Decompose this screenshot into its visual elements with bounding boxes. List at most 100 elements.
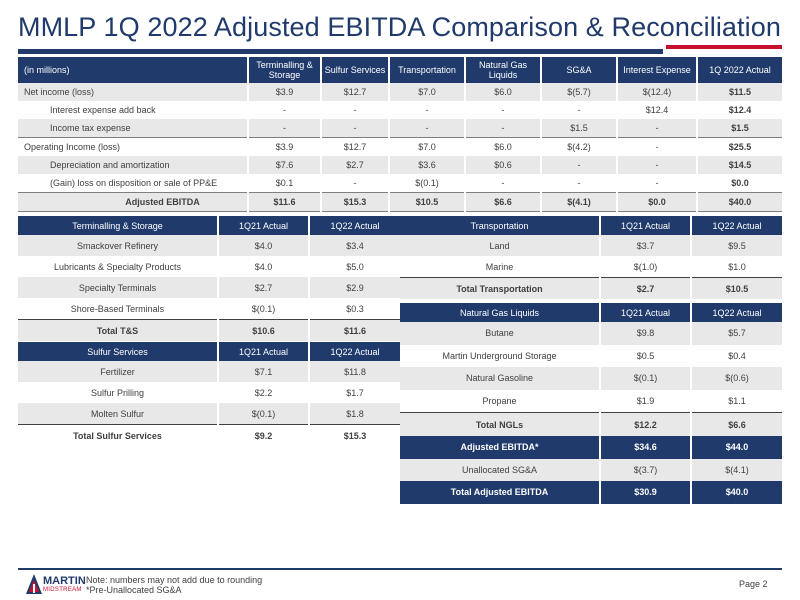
row-label: Total Transportation <box>400 277 601 299</box>
cell: $11.6 <box>248 192 322 212</box>
row-label: Propane <box>400 389 601 413</box>
cell: $12.2 <box>600 412 692 436</box>
header-sga: SG&A <box>541 57 618 83</box>
cell: $5.7 <box>691 322 782 345</box>
cell: $12.7 <box>321 83 390 101</box>
row-label: Adjusted EBITDA* <box>400 435 601 459</box>
row-label: Butane <box>400 322 601 345</box>
cell: $25.5 <box>697 137 782 156</box>
row-label: Specialty Terminals <box>18 277 219 298</box>
cell: $3.6 <box>389 156 466 174</box>
cell: $34.6 <box>600 435 692 459</box>
cell: $(0.1) <box>218 298 310 320</box>
cell: $44.0 <box>691 435 782 459</box>
page-number: Page 2 <box>739 579 768 589</box>
cell: $6.0 <box>465 83 542 101</box>
header-1q21: 1Q21 Actual <box>600 216 692 235</box>
cell: $1.5 <box>697 119 782 138</box>
cell: $(0.6) <box>691 367 782 390</box>
cell: $(5.7) <box>541 83 618 101</box>
cell: $15.3 <box>309 424 400 446</box>
cell: $(1.0) <box>600 256 692 278</box>
total-adjusted-ebitda-row: Total Adjusted EBITDA $30.9 $40.0 <box>400 481 782 504</box>
footnotes: Note: numbers may not add due to roundin… <box>86 575 262 595</box>
cell: $1.7 <box>346 387 364 398</box>
footnote-pre-unallocated: *Pre-Unallocated SG&A <box>86 585 182 595</box>
cell: $0.0 <box>617 192 698 212</box>
cell: - <box>321 101 390 119</box>
table-row: Butane $9.8 $5.7 <box>400 322 782 345</box>
row-label: Net income (loss) <box>18 83 249 101</box>
natural-gas-liquids-table: Natural Gas Liquids 1Q21 Actual 1Q22 Act… <box>400 303 782 504</box>
cell: - <box>617 119 698 138</box>
header-1q22: 1Q22 Actual <box>691 216 782 235</box>
cell: $12.4 <box>728 105 752 115</box>
cell: $0.6 <box>465 156 542 174</box>
row-label: Adjusted EBITDA <box>18 192 249 212</box>
martin-logo-icon <box>26 574 42 594</box>
footer-divider <box>18 568 782 570</box>
cell: - <box>541 156 618 174</box>
cell: $10.6 <box>218 319 310 341</box>
cell: $6.6 <box>465 192 542 212</box>
table-row-total: Total NGLs $12.2 $6.6 <box>400 412 782 436</box>
header-in-millions: (in millions) <box>18 57 249 83</box>
cell: $12.4 <box>617 101 698 119</box>
cell: $7.1 <box>218 361 310 382</box>
cell: $40.0 <box>691 481 782 504</box>
cell: $(0.1) <box>600 367 692 390</box>
cell: $4.0 <box>218 256 310 277</box>
header-segment: Natural Gas Liquids <box>400 303 601 322</box>
transportation-table: Transportation 1Q21 Actual 1Q22 Actual L… <box>400 216 782 299</box>
row-label: Sulfur Prilling <box>18 382 219 403</box>
cell: $(0.1) <box>389 174 466 193</box>
row-label: Land <box>400 235 601 256</box>
cell: - <box>465 119 542 138</box>
cell: $3.4 <box>309 235 400 256</box>
title-underline-red <box>666 45 782 49</box>
table-row-total: Adjusted EBITDA $11.6 $15.3 $10.5 $6.6 $… <box>18 192 782 212</box>
cell: $2.2 <box>218 382 310 403</box>
row-label: Smackover Refinery <box>18 235 219 256</box>
cell: $7.6 <box>248 156 322 174</box>
sulfur-services-table: Sulfur Services 1Q21 Actual 1Q22 Actual … <box>18 342 400 446</box>
adjusted-ebitda-row: Adjusted EBITDA* $34.6 $44.0 <box>400 435 782 459</box>
table-row: Sulfur Prilling $2.2 $1.7 <box>18 382 400 403</box>
table-row: Unallocated SG&A $(3.7) $(4.1) <box>400 458 782 482</box>
cell: $10.5 <box>691 277 782 299</box>
cell: $9.5 <box>691 235 782 256</box>
cell: $0.5 <box>600 344 692 368</box>
logo-subtext: MIDSTREAM <box>43 587 82 593</box>
header-segment: Sulfur Services <box>18 342 219 361</box>
cell: - <box>541 101 618 119</box>
cell: $5.0 <box>346 261 364 272</box>
table-row: Land $3.7 $9.5 <box>400 235 782 256</box>
cell: - <box>617 174 698 193</box>
cell: $(12.4) <box>617 83 698 101</box>
cell: $11.6 <box>309 319 400 341</box>
row-label: Lubricants & Specialty Products <box>18 256 219 277</box>
cell: $4.0 <box>218 235 310 256</box>
table-header-row: Transportation 1Q21 Actual 1Q22 Actual <box>400 216 782 235</box>
header-1q21: 1Q21 Actual <box>218 216 310 235</box>
row-label: Natural Gasoline <box>400 367 601 390</box>
row-label: (Gain) loss on disposition or sale of PP… <box>18 174 249 193</box>
table-row: Shore-Based Terminals $(0.1) $0.3 <box>18 298 400 320</box>
header-terminalling-storage: Terminalling & Storage <box>248 57 322 83</box>
cell: $0.1 <box>248 174 322 193</box>
table-row: Income tax expense - - - - $1.5 - $1.5 <box>18 119 782 138</box>
header-1q22: 1Q22 Actual <box>309 216 400 235</box>
reconciliation-table: (in millions) Terminalling & Storage Sul… <box>18 57 782 212</box>
table-row: Lubricants & Specialty Products $4.0 $5.… <box>18 256 400 277</box>
cell: $10.5 <box>389 192 466 212</box>
table-header-row: Terminalling & Storage 1Q21 Actual 1Q22 … <box>18 216 400 235</box>
row-label: Fertilizer <box>18 361 219 382</box>
header-1q22: 1Q22 Actual <box>309 342 400 361</box>
cell: $9.8 <box>600 322 692 345</box>
cell: $7.0 <box>389 83 466 101</box>
cell: - <box>248 101 322 119</box>
cell: $1.8 <box>309 403 400 425</box>
cell: - <box>389 101 466 119</box>
terminalling-storage-table: Terminalling & Storage 1Q21 Actual 1Q22 … <box>18 216 400 341</box>
company-logo: MARTIN MIDSTREAM <box>26 574 86 598</box>
